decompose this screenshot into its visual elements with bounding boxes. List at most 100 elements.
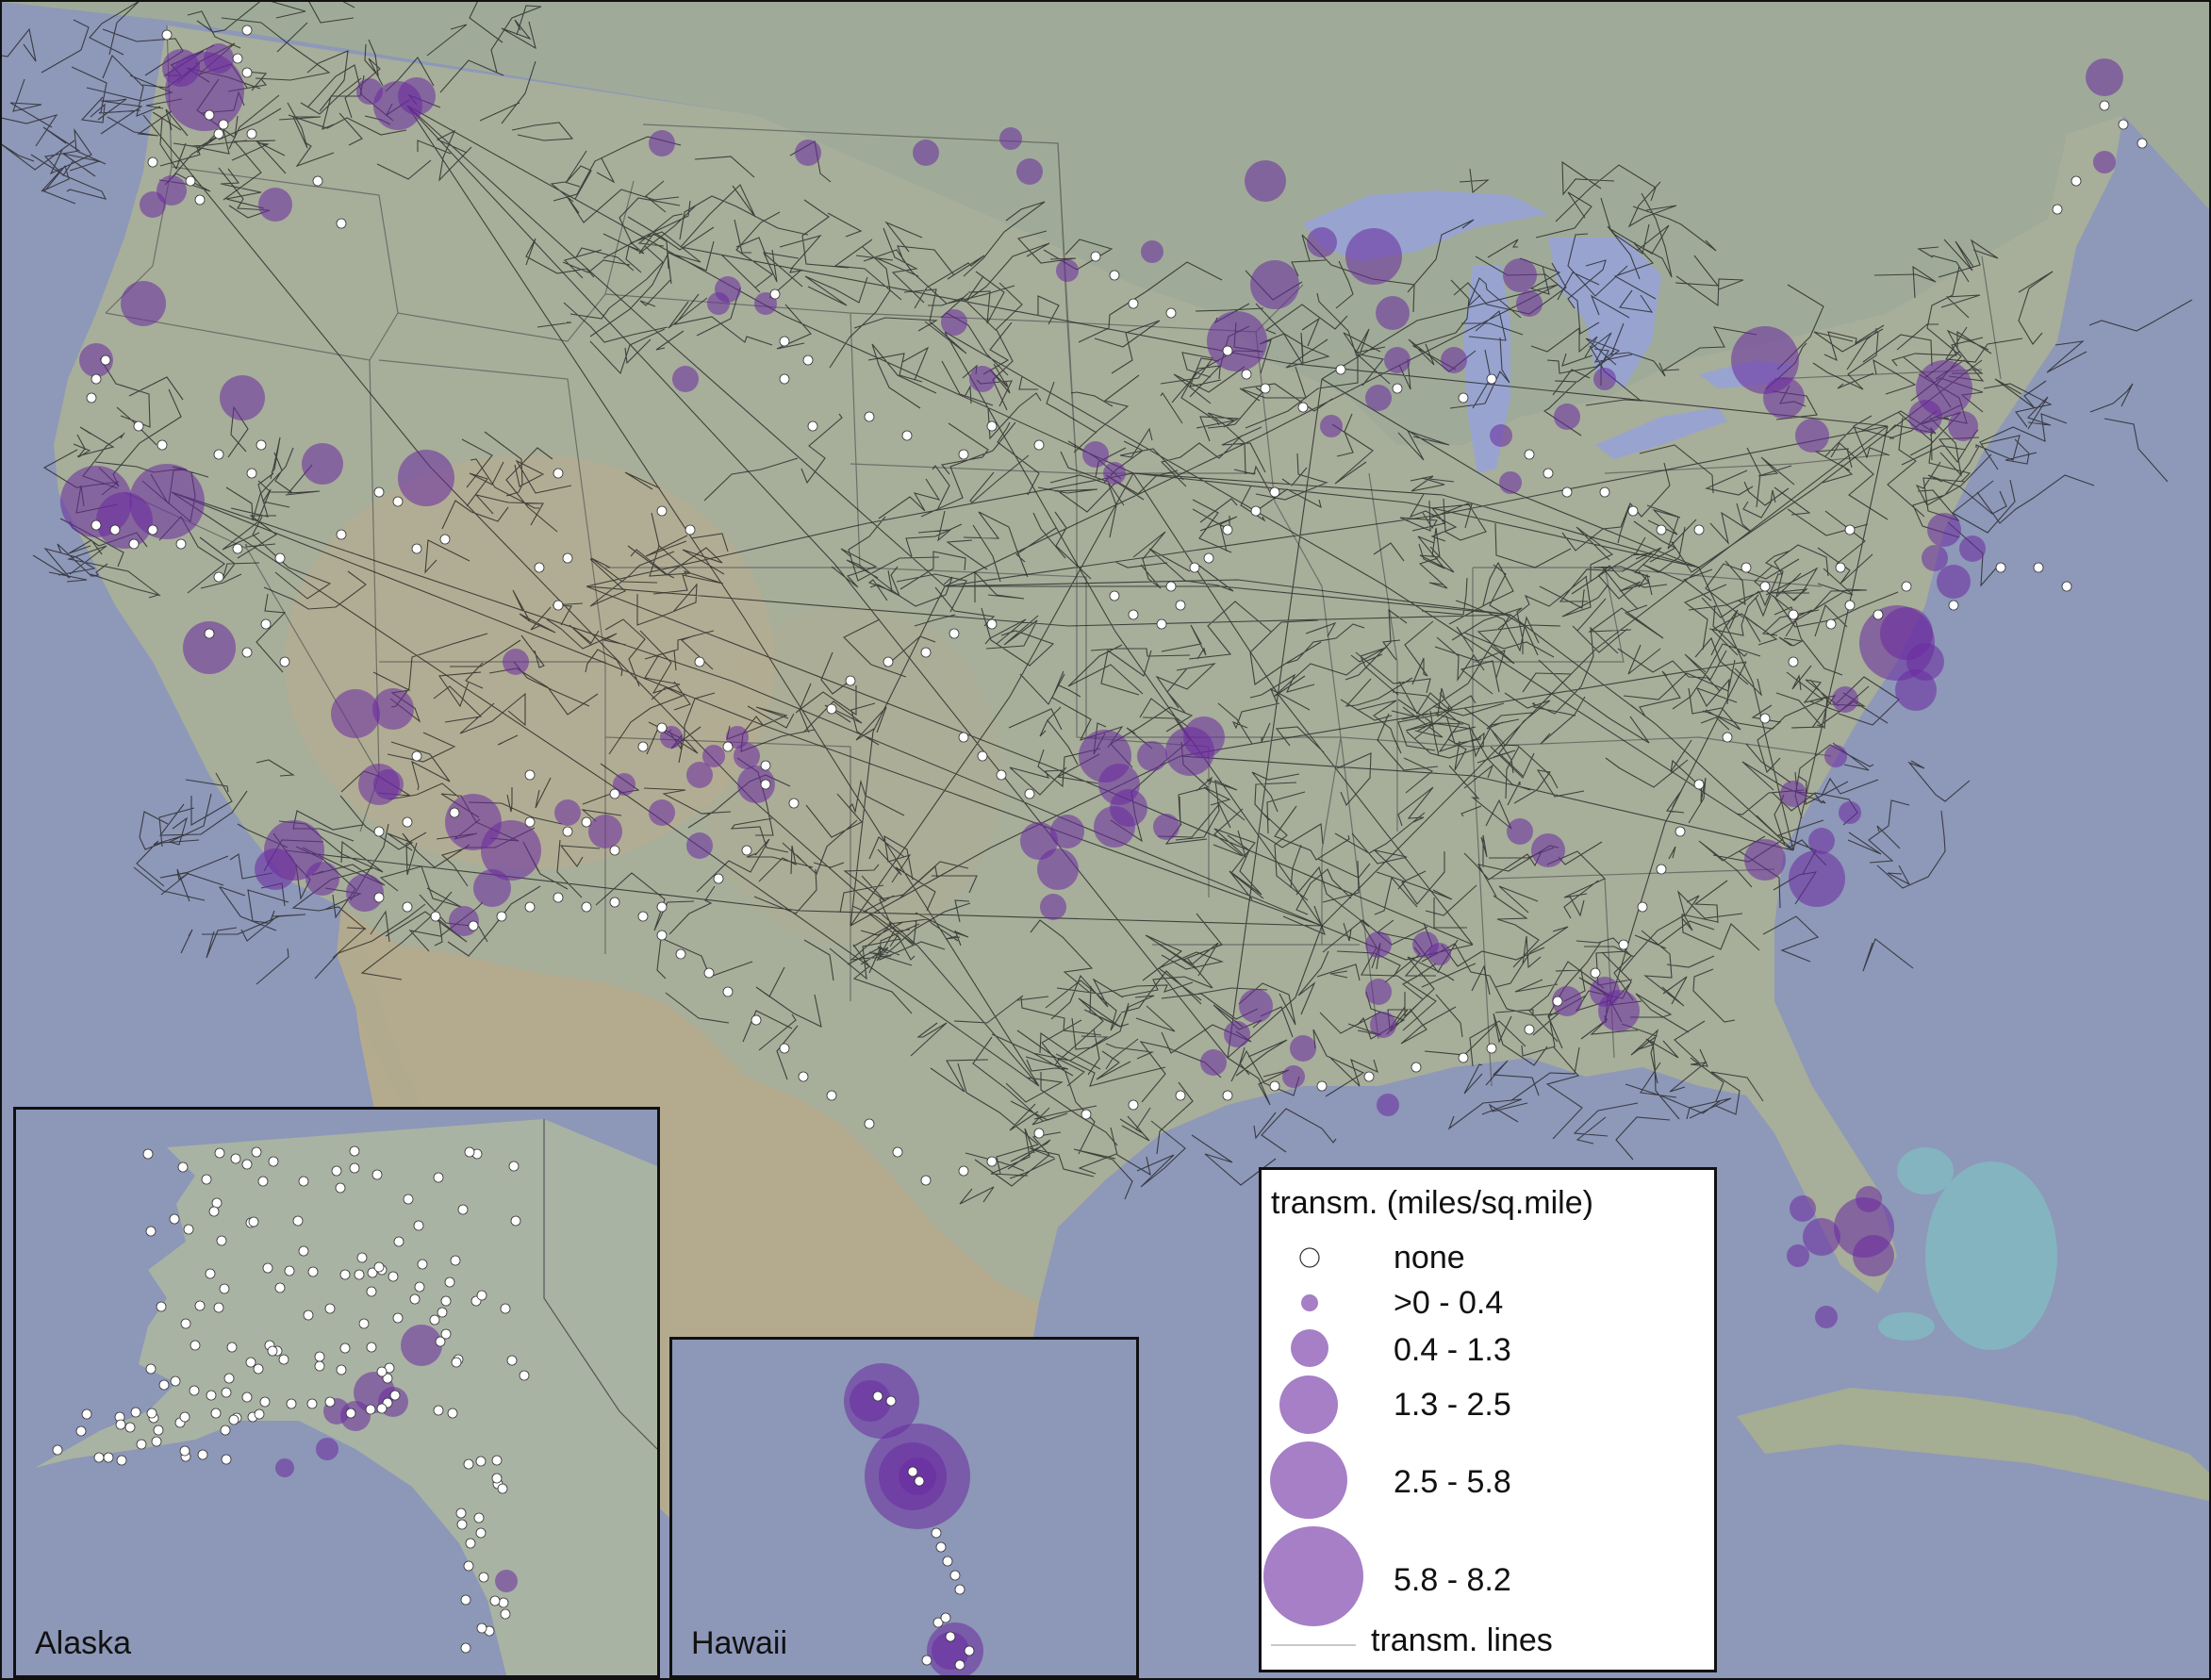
no-density-marker [1722,732,1733,743]
no-density-marker [194,1300,206,1311]
density-bubble [649,799,675,826]
no-density-marker [534,562,545,573]
no-density-marker [100,354,111,366]
no-density-marker [476,1290,487,1301]
no-density-marker [433,1405,444,1416]
no-density-marker [722,986,734,997]
no-density-marker [491,1473,503,1484]
no-density-marker [262,1262,273,1274]
no-density-marker [473,1512,485,1524]
no-density-marker [103,1452,114,1463]
no-density-marker [751,1014,762,1026]
density-bubble [1183,716,1225,758]
density-bubble [1376,296,1410,330]
density-bubble [1207,311,1267,371]
no-density-marker [292,1215,304,1227]
no-density-marker [449,807,460,818]
no-density-marker [722,741,734,752]
no-density-marker [354,1269,365,1280]
no-density-marker [52,1444,63,1456]
no-density-marker [189,1385,200,1396]
no-density-marker [183,1224,194,1235]
hawaii-inset: Hawaii [669,1337,1139,1678]
no-density-marker [430,911,441,922]
density-bubble [1037,848,1079,890]
no-density-marker [278,1354,289,1365]
density-bubble [734,743,760,769]
no-density-marker [455,1507,467,1519]
no-density-marker [251,1146,262,1158]
no-density-marker [274,552,286,564]
no-density-marker [1203,552,1214,564]
no-density-marker [1656,524,1667,535]
density-bubble [1516,290,1543,317]
density-bubble [372,688,414,730]
no-density-marker [475,1456,487,1467]
legend-bubble-icon [1263,1526,1363,1626]
no-density-marker [977,750,988,762]
no-density-marker [457,1204,469,1215]
no-density-marker [429,1314,440,1326]
no-density-marker [1260,383,1271,394]
no-density-marker [1189,562,1200,573]
density-bubble [1153,814,1180,840]
no-density-marker [779,373,790,385]
no-density-marker [675,948,686,960]
no-density-marker [336,529,347,540]
alaska-inset: Alaska [13,1107,660,1678]
density-bubble [1441,347,1467,373]
density-bubble [398,450,454,506]
no-density-marker [476,1622,487,1634]
no-density-marker [508,1161,520,1172]
lake-erie [1595,407,1727,459]
no-density-marker [609,788,620,799]
legend-bubble-icon [1301,1294,1318,1311]
no-density-marker [1250,505,1262,517]
no-density-marker [349,1145,360,1157]
no-density-marker [826,1090,837,1101]
density-bubble [1507,818,1533,845]
no-density-marker [211,1197,223,1209]
density-bubble [1824,745,1847,767]
no-density-marker [339,1342,351,1354]
no-density-marker [1759,713,1771,724]
density-bubble [503,649,529,675]
no-density-marker [1222,345,1233,356]
density-bubble [481,820,541,881]
no-density-marker [124,1422,136,1433]
no-density-marker [553,468,564,479]
density-bubble [1224,1021,1250,1047]
no-density-marker [388,1271,399,1282]
no-density-marker [414,1281,425,1293]
no-density-marker [656,901,668,913]
density-bubble [302,443,343,485]
no-density-marker [1165,581,1177,592]
density-bubble [204,43,234,74]
no-density-marker [1486,1043,1497,1054]
no-density-marker [2033,562,2044,573]
density-bubble [1345,228,1402,285]
density-bubble [1789,850,1845,907]
no-density-marker [1081,1109,1092,1120]
no-density-marker [1825,618,1837,630]
density-bubble [1490,424,1512,447]
density-bubble [2086,58,2123,96]
no-density-marker [1128,1099,1139,1111]
hawaii-map [672,1340,1136,1675]
no-density-marker [864,411,875,422]
legend-label: 5.8 - 8.2 [1394,1562,1511,1598]
density-bubble [1790,1195,1816,1222]
no-density-marker [892,1146,903,1158]
no-density-marker [156,1301,167,1312]
no-density-marker [958,1165,969,1177]
no-density-marker [1788,656,1799,667]
no-density-marker [872,1391,883,1402]
no-density-marker [331,1165,342,1177]
no-density-marker [562,826,573,837]
no-density-marker [213,128,224,140]
no-density-marker [254,1408,265,1420]
alaska-map [16,1110,657,1675]
density-bubble [588,815,622,848]
density-bubble [1731,326,1799,394]
